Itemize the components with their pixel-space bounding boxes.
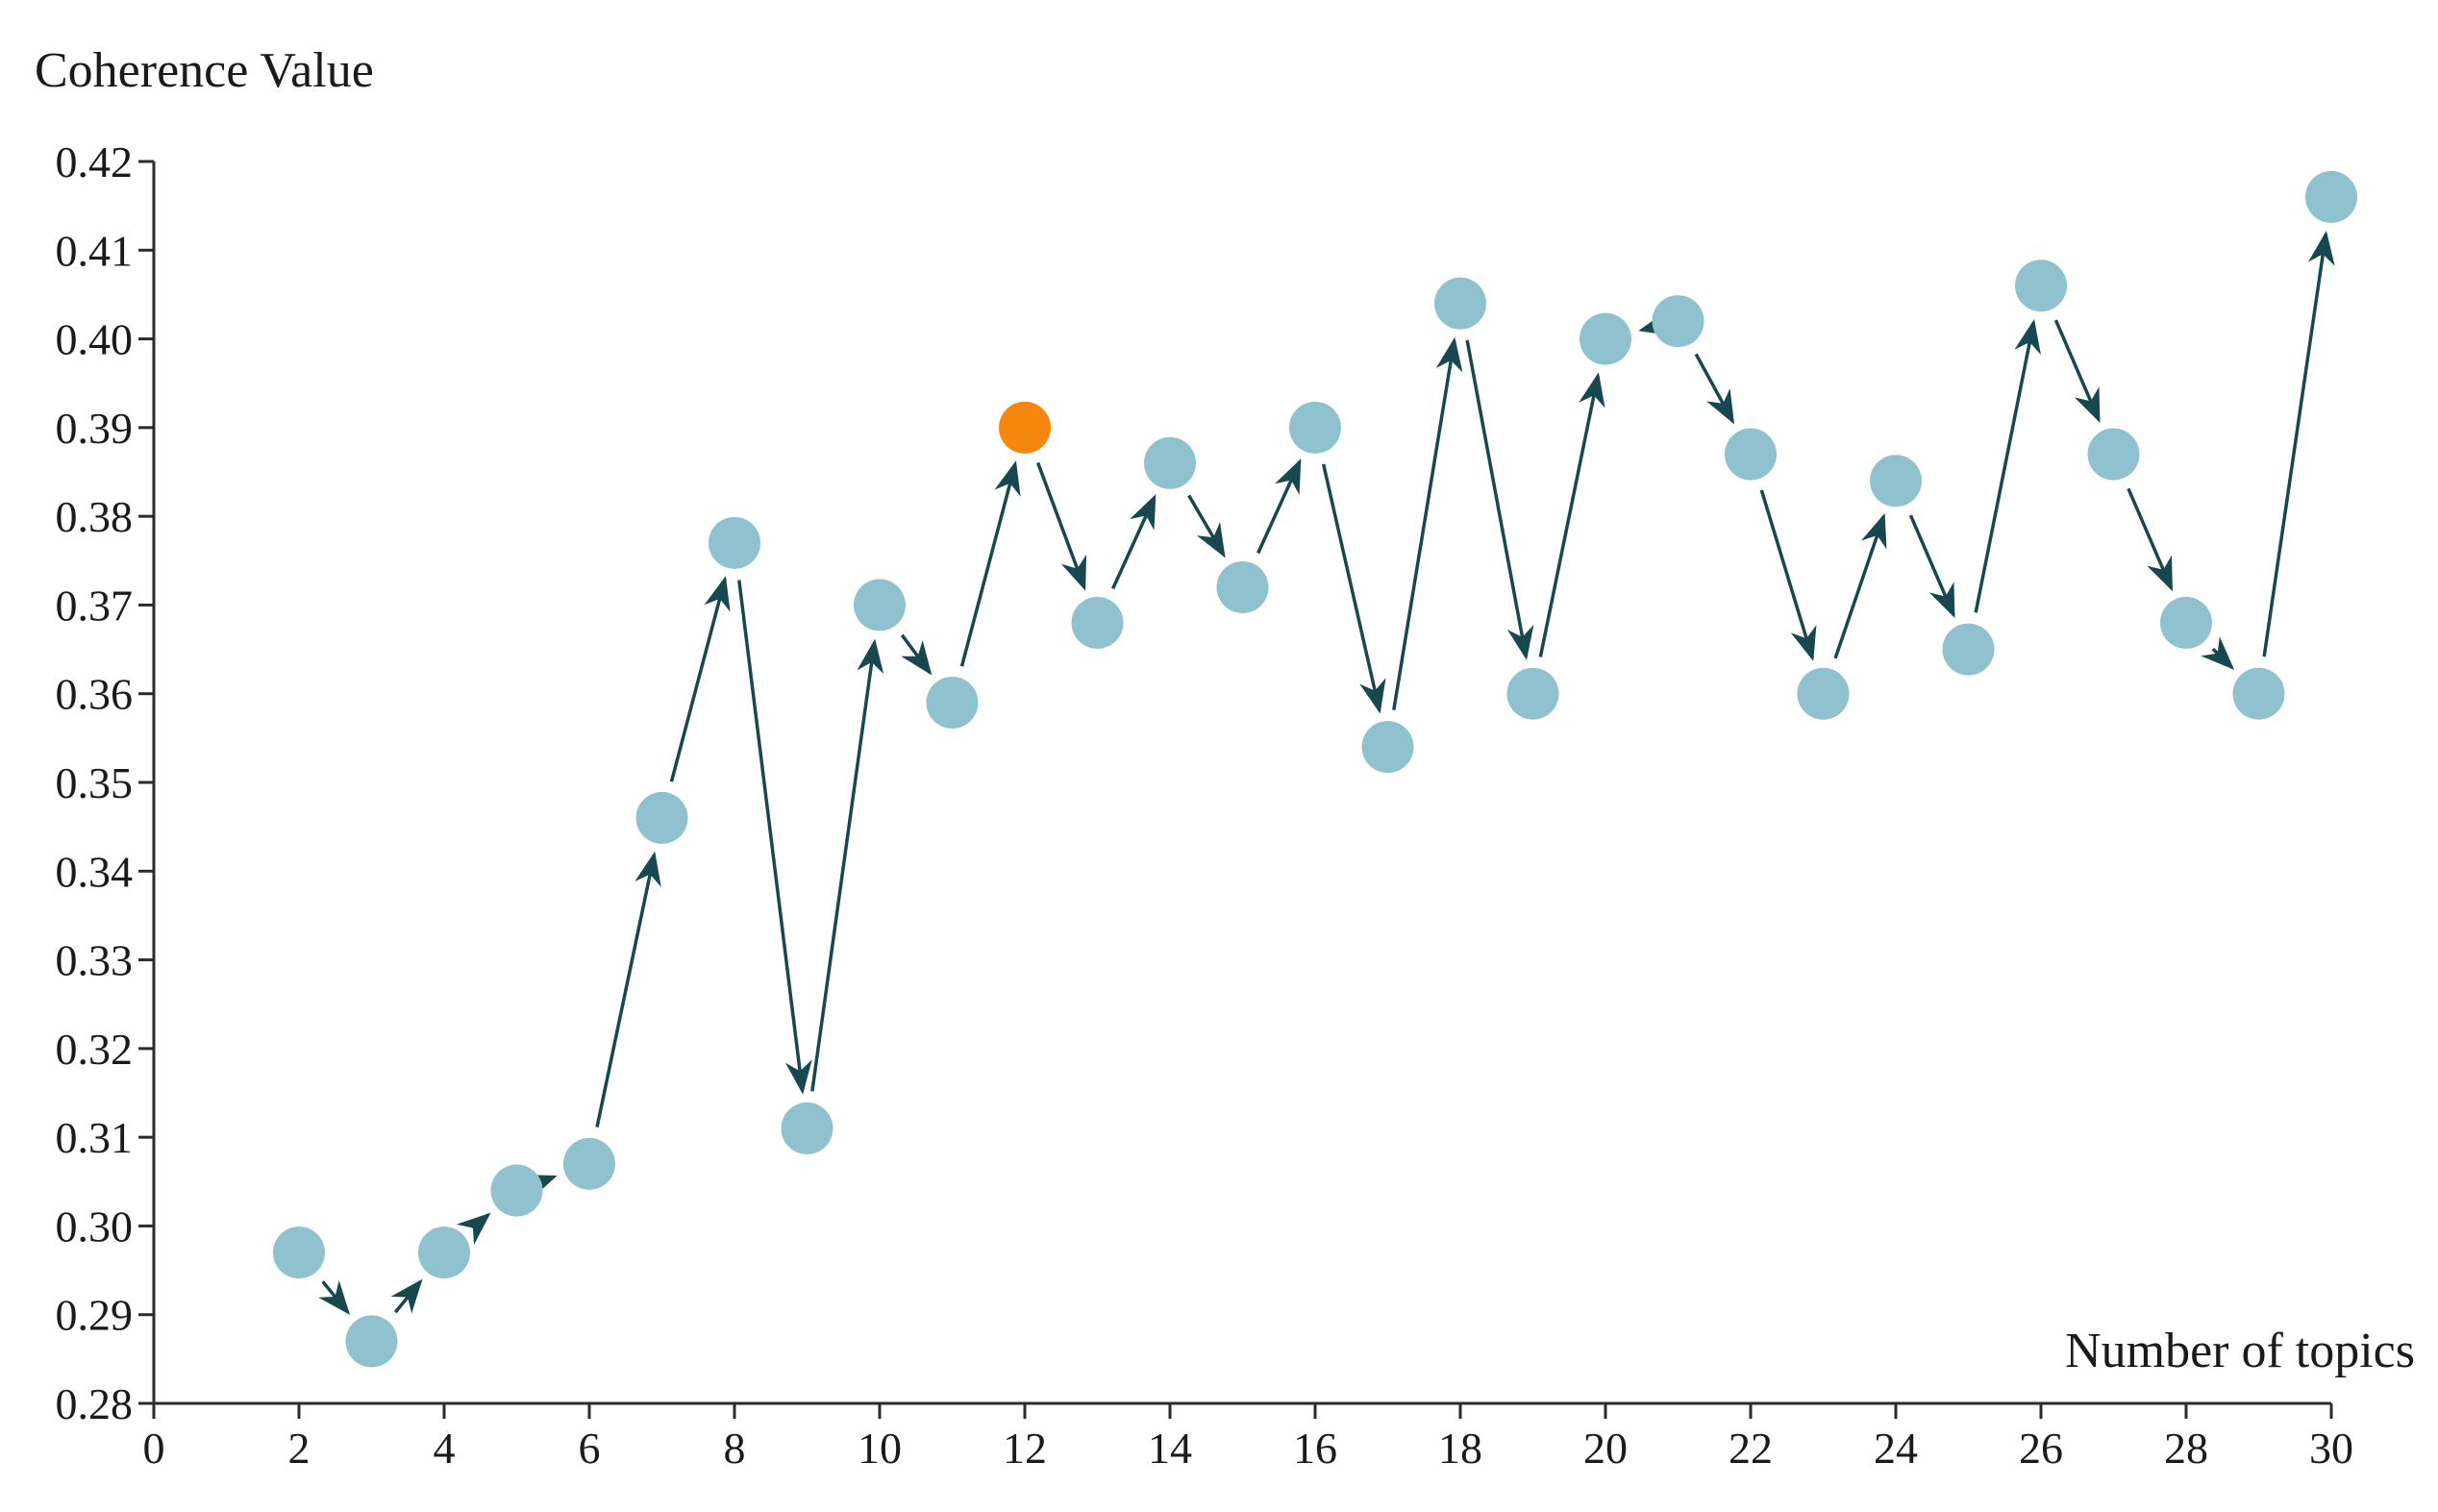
y-tick-label: 0.30 <box>56 1202 134 1251</box>
y-tick-label: 0.39 <box>56 404 134 453</box>
x-tick-label: 14 <box>1148 1424 1192 1473</box>
data-point <box>2305 171 2357 223</box>
y-tick-label: 0.29 <box>56 1291 134 1340</box>
data-point <box>927 677 979 729</box>
x-tick-label: 0 <box>143 1424 165 1473</box>
y-tick-label: 0.32 <box>56 1025 134 1074</box>
data-point <box>2088 429 2140 481</box>
data-point <box>782 1103 833 1154</box>
data-point <box>1580 313 1631 365</box>
connector-arrow <box>1835 516 1883 658</box>
data-point <box>1144 437 1196 489</box>
axes: 0.28 0.29 0.30 0.31 0.32 0.33 0.34 0.35 0.36 0.37… <box>56 137 2354 1473</box>
data-point <box>563 1138 615 1190</box>
connector-arrow <box>1038 462 1084 587</box>
arrows <box>323 235 2326 1313</box>
data-point <box>1217 561 1269 613</box>
y-tick-label: 0.37 <box>56 581 134 630</box>
connector-arrow <box>597 855 654 1128</box>
data-point <box>854 579 906 631</box>
x-axis-label: Number of topics <box>2065 1324 2415 1378</box>
x-tick-label: 16 <box>1293 1424 1337 1473</box>
x-tick-label: 4 <box>434 1424 456 1473</box>
y-axis-label: Coherence Value <box>35 43 374 98</box>
x-tick-label: 28 <box>2164 1424 2208 1473</box>
y-tick-label: 0.34 <box>56 847 134 896</box>
data-point <box>1434 278 1486 330</box>
y-tick-label: 0.28 <box>56 1379 134 1428</box>
connector-arrow <box>1467 340 1526 657</box>
connector-arrow <box>2213 649 2232 667</box>
y-tick-label: 0.33 <box>56 936 134 985</box>
connector-arrow <box>1258 461 1300 553</box>
data-point <box>1362 721 1414 773</box>
connector-arrow <box>1113 497 1155 588</box>
y-tick-label: 0.36 <box>56 670 134 719</box>
data-point <box>636 792 688 844</box>
connector-arrow <box>961 464 1015 667</box>
x-tick-label: 18 <box>1438 1424 1482 1473</box>
x-tick-label: 12 <box>1003 1424 1047 1473</box>
connector-arrow <box>1696 354 1732 421</box>
data-point <box>2233 668 2285 720</box>
connector-arrow <box>812 642 875 1091</box>
highlighted-data-point <box>999 402 1051 454</box>
x-tick-label: 22 <box>1729 1424 1773 1473</box>
connector-arrow <box>1324 464 1380 710</box>
connector-arrow <box>395 1281 420 1312</box>
connector-arrow <box>2055 320 2099 420</box>
data-point <box>1725 429 1777 481</box>
data-point <box>1870 455 1922 507</box>
data-point <box>1289 402 1341 454</box>
y-tick-label: 0.35 <box>56 758 134 807</box>
data-point <box>709 517 760 569</box>
x-tick-label: 30 <box>2309 1424 2353 1473</box>
connector-arrow <box>1540 376 1598 657</box>
y-tick-label: 0.41 <box>56 226 134 275</box>
x-tick-label: 6 <box>579 1424 601 1473</box>
connector-arrow <box>473 1215 488 1228</box>
connector-arrow <box>1976 322 2033 612</box>
x-tick-label: 26 <box>2019 1424 2063 1473</box>
data-point <box>418 1227 470 1278</box>
data-point <box>1653 295 1704 347</box>
data-point <box>1507 668 1559 720</box>
points <box>273 171 2357 1367</box>
x-tick-label: 8 <box>724 1424 746 1473</box>
data-point <box>1072 597 1124 649</box>
connector-arrow <box>1394 340 1455 709</box>
connector-arrow <box>1189 495 1224 555</box>
x-tick-label: 24 <box>1874 1424 1918 1473</box>
data-point <box>346 1315 398 1367</box>
y-tick-label: 0.42 <box>56 137 134 186</box>
y-tick-label: 0.31 <box>56 1113 134 1162</box>
connector-arrow <box>2264 235 2326 657</box>
connector-arrow <box>1761 490 1812 658</box>
data-point <box>2015 260 2067 311</box>
data-point <box>273 1227 325 1278</box>
x-tick-label: 10 <box>858 1424 902 1473</box>
data-point <box>491 1165 543 1217</box>
data-point <box>1943 624 1995 676</box>
connector-arrow <box>902 635 930 673</box>
data-point <box>2160 597 2212 649</box>
y-tick-label: 0.40 <box>56 315 134 364</box>
connector-arrow <box>1910 515 1953 615</box>
y-tick-label: 0.38 <box>56 492 134 541</box>
connector-arrow <box>739 581 803 1092</box>
x-tick-label: 20 <box>1583 1424 1628 1473</box>
connector-arrow <box>323 1281 348 1312</box>
data-point <box>1798 668 1850 720</box>
connector-arrow <box>671 580 725 782</box>
x-tick-label: 2 <box>288 1424 311 1473</box>
connector-arrow <box>2128 488 2172 588</box>
